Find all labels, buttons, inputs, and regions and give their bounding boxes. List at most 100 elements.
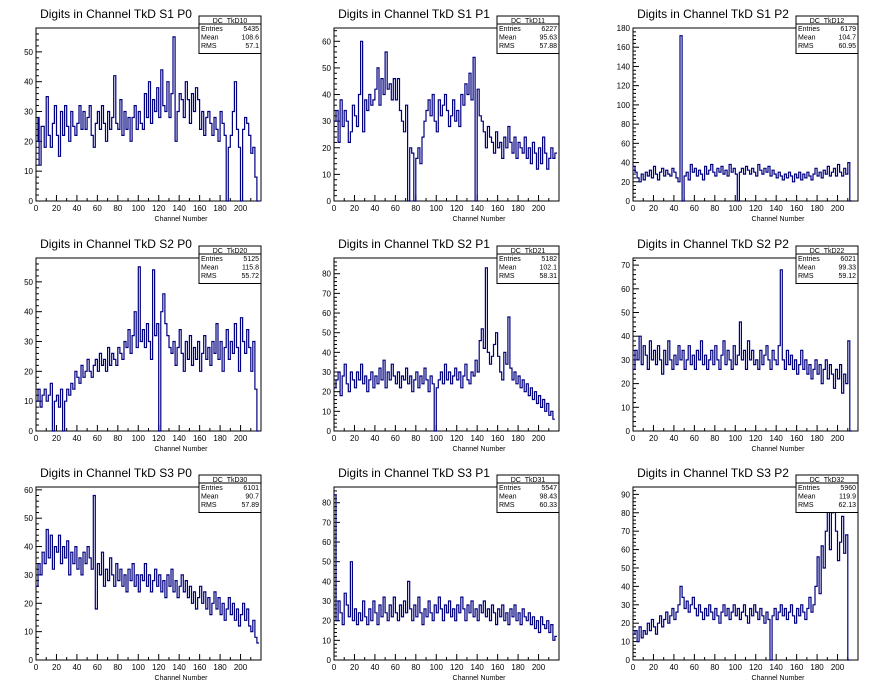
x-tick-label: 120 xyxy=(152,663,166,672)
y-tick-label: 70 xyxy=(322,289,331,298)
stats-label: Entries xyxy=(499,485,521,492)
x-tick-label: 200 xyxy=(831,204,845,213)
stats-value: 60.33 xyxy=(539,502,557,509)
y-tick-label: 0 xyxy=(626,427,631,436)
y-tick-label: 90 xyxy=(621,490,630,499)
y-tick-label: 40 xyxy=(621,332,630,341)
y-tick-label: 40 xyxy=(24,543,33,552)
stats-value: 115.8 xyxy=(242,265,259,272)
x-tick-label: 160 xyxy=(491,434,505,443)
y-tick-label: 70 xyxy=(621,527,630,536)
x-tick-label: 60 xyxy=(690,204,699,213)
x-tick-label: 180 xyxy=(810,434,824,443)
stats-label: Entries xyxy=(798,26,820,33)
stats-label: RMS xyxy=(201,43,217,50)
y-tick-label: 20 xyxy=(24,599,33,608)
x-axis-label: Channel Number xyxy=(155,446,209,453)
y-tick-label: 80 xyxy=(621,120,630,129)
x-tick-label: 40 xyxy=(370,204,379,213)
stats-value: 5435 xyxy=(243,26,259,33)
x-tick-label: 20 xyxy=(52,204,61,213)
x-tick-label: 20 xyxy=(350,663,359,672)
y-tick-label: 0 xyxy=(29,197,34,206)
x-tick-label: 80 xyxy=(411,434,420,443)
x-axis-label: Channel Number xyxy=(752,216,806,223)
stats-label: RMS xyxy=(499,273,515,280)
stats-value: 119.9 xyxy=(839,494,856,501)
stats-box-name: DC_TkD12 xyxy=(810,18,845,25)
y-tick-label: 40 xyxy=(24,78,33,87)
x-tick-label: 60 xyxy=(93,663,102,672)
stats-value: 5125 xyxy=(243,256,259,263)
x-tick-label: 120 xyxy=(450,204,464,213)
x-axis-label: Channel Number xyxy=(752,675,806,682)
x-tick-label: 100 xyxy=(729,204,743,213)
stats-label: Entries xyxy=(201,256,223,263)
x-tick-label: 40 xyxy=(669,434,678,443)
x-tick-label: 160 xyxy=(790,204,804,213)
y-tick-label: 60 xyxy=(621,285,630,294)
y-tick-label: 20 xyxy=(322,388,331,397)
x-tick-label: 0 xyxy=(332,204,337,213)
stats-box-frame xyxy=(198,474,262,513)
histogram-panel: Digits in Channel TkD S3 P00 20 40 60 80 100 1… xyxy=(24,466,262,682)
x-tick-label: 140 xyxy=(471,663,485,672)
x-tick-label: 40 xyxy=(72,204,81,213)
stats-value: 57.1 xyxy=(245,43,259,50)
x-tick-label: 160 xyxy=(790,663,804,672)
stats-label: Entries xyxy=(201,485,223,492)
y-tick-label: 80 xyxy=(322,270,331,279)
y-tick-label: 50 xyxy=(24,514,33,523)
y-tick-label: 40 xyxy=(621,159,630,168)
y-tick-label: 30 xyxy=(24,571,33,580)
x-tick-label: 160 xyxy=(193,663,207,672)
y-tick-label: 0 xyxy=(29,656,34,665)
y-tick-label: 40 xyxy=(322,348,331,357)
y-tick-label: 20 xyxy=(322,144,331,153)
stats-value: 57.89 xyxy=(241,502,259,509)
stats-label: Mean xyxy=(201,265,219,272)
stats-label: Mean xyxy=(499,494,517,501)
y-tick-label: 30 xyxy=(322,117,331,126)
x-tick-label: 0 xyxy=(631,434,636,443)
stats-label: RMS xyxy=(798,273,814,280)
histogram-panel: Digits in Channel TkD S1 P2 0 20 40 60 80 100 1… xyxy=(617,7,859,223)
x-tick-label: 200 xyxy=(831,434,845,443)
histogram-series xyxy=(36,266,259,432)
x-tick-label: 60 xyxy=(690,434,699,443)
stats-box-name: DC_TkD10 xyxy=(213,18,248,25)
x-tick-label: 180 xyxy=(810,663,824,672)
stats-label: Mean xyxy=(201,35,219,42)
y-tick-label: 10 xyxy=(322,636,331,645)
y-tick-label: 30 xyxy=(24,108,33,117)
stats-value: 104.7 xyxy=(838,35,856,42)
x-axis-label: Channel Number xyxy=(155,216,209,223)
stats-value: 59.12 xyxy=(838,273,856,280)
x-tick-label: 140 xyxy=(471,204,485,213)
stats-value: 5960 xyxy=(840,485,856,492)
y-tick-label: 40 xyxy=(24,308,33,317)
y-tick-label: 60 xyxy=(621,546,630,555)
y-tick-label: 50 xyxy=(621,309,630,318)
x-tick-label: 140 xyxy=(173,434,187,443)
stats-label: Mean xyxy=(499,265,517,272)
y-tick-label: 10 xyxy=(621,638,630,647)
stats-box-frame xyxy=(496,15,560,54)
x-axis-label: Channel Number xyxy=(453,446,507,453)
y-tick-label: 0 xyxy=(327,197,332,206)
y-tick-label: 30 xyxy=(24,338,33,347)
x-tick-label: 80 xyxy=(113,434,122,443)
x-tick-label: 60 xyxy=(690,663,699,672)
y-tick-label: 60 xyxy=(322,538,331,547)
y-tick-label: 70 xyxy=(621,261,630,270)
histogram-panel: Digits in Channel TkD S3 P10 20 40 60 80 100 1… xyxy=(322,466,560,682)
x-tick-label: 40 xyxy=(669,663,678,672)
stats-value: 58.31 xyxy=(539,273,557,280)
stats-label: RMS xyxy=(798,502,814,509)
